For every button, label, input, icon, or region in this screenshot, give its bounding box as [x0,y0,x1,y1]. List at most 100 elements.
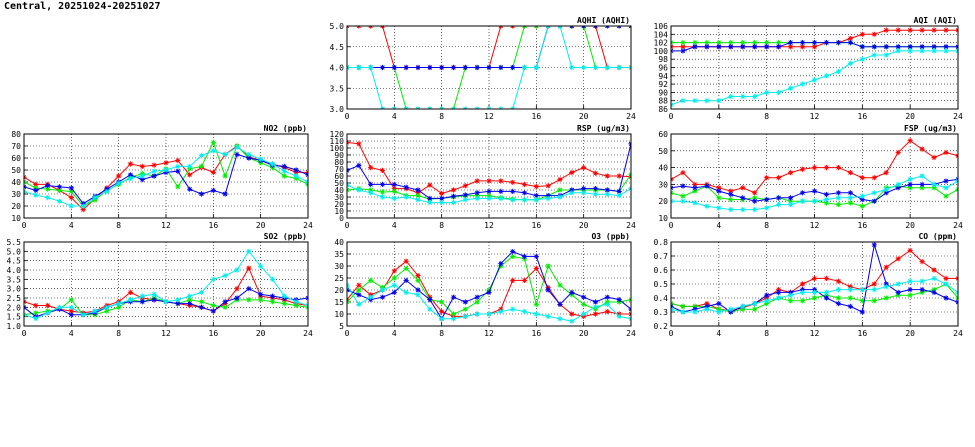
data-point [569,64,575,71]
data-point [151,173,157,179]
series-group [347,249,631,324]
data-point [581,190,587,196]
data-point [151,297,157,303]
data-point [799,166,806,172]
x-tick-label: 16 [532,329,542,338]
data-point [486,178,492,184]
y-tick-label: 3.5 [330,84,345,93]
x-tick-label: 12 [810,221,820,230]
y-tick-label: 3.0 [7,285,22,294]
data-point [592,299,599,305]
data-point [368,64,374,71]
data-point [151,168,157,174]
y-tick-label: 120 [330,130,345,139]
data-point [704,301,710,307]
x-tick-label: 16 [532,221,542,230]
data-point [776,287,782,293]
data-point [871,44,877,50]
data-point [521,277,528,283]
data-point [871,198,877,204]
data-point [680,193,686,199]
data-point [764,44,770,50]
data-point [835,40,842,46]
data-point [764,301,770,307]
data-point [616,173,622,179]
data-point [907,138,913,144]
data-point [557,301,563,307]
x-tick-label: 0 [345,329,350,338]
data-point [510,64,516,71]
data-point [680,309,686,315]
y-tick-label: 3.5 [7,275,22,284]
data-point [799,40,806,46]
chart-panel: 0 4 8 12 16 20 24 0.2 0.3 0.4 0.5 0.6 0.7 0.8 CO (ppm) [654,232,963,338]
data-point [859,203,865,209]
data-point [281,168,287,174]
data-point [33,187,39,193]
data-point [210,308,216,314]
data-point [557,187,563,193]
data-point [104,304,110,310]
x-tick-label: 4 [69,221,74,230]
plot-frame [23,133,309,219]
data-point [907,247,913,253]
data-point [498,64,504,71]
data-point [45,195,51,201]
data-point [692,188,698,194]
data-point [486,289,492,295]
x-tick-label: 20 [905,112,915,121]
y-tick-label: 70 [334,165,344,174]
data-point [68,308,74,314]
data-point [33,192,39,198]
y-tick-label: 60 [11,154,21,163]
data-point [391,64,397,71]
data-point [68,312,74,318]
data-point [787,40,794,46]
data-point [293,299,299,305]
data-point [462,313,468,319]
data-point [104,308,110,314]
data-point [222,304,228,310]
data-point [919,278,925,284]
data-point [883,186,889,193]
data-point [545,313,551,319]
data-point [883,52,889,58]
data-point [680,170,686,176]
data-point [752,198,758,204]
data-point [33,181,39,187]
data-point [427,182,433,188]
y-tick-label: 20 [658,197,668,206]
y-tick-label: 0 [339,214,344,223]
data-point [222,173,228,179]
data-point [799,287,806,293]
data-point [943,281,949,287]
data-point [33,315,39,322]
plot-frame [346,25,632,110]
y-tick-label: 10 [334,207,344,216]
data-point [680,44,686,50]
data-point [258,156,264,162]
data-point [104,189,110,195]
x-tick-label: 8 [116,221,121,230]
data-point [356,141,362,147]
data-point [799,190,806,196]
data-point [474,190,480,196]
data-point [871,242,877,248]
data-point [604,191,610,197]
data-point [680,40,686,46]
data-point [776,201,782,208]
x-tick-label: 24 [953,329,963,338]
data-point [728,309,734,315]
data-point [859,44,865,50]
data-point [356,292,362,298]
data-point [823,292,830,298]
data-point [704,183,710,189]
data-point [704,40,710,46]
data-point [799,81,806,87]
data-point [198,191,205,197]
data-point [391,188,397,194]
data-point [883,27,889,33]
data-point [895,256,901,262]
data-point [557,176,563,183]
data-point [811,287,818,293]
